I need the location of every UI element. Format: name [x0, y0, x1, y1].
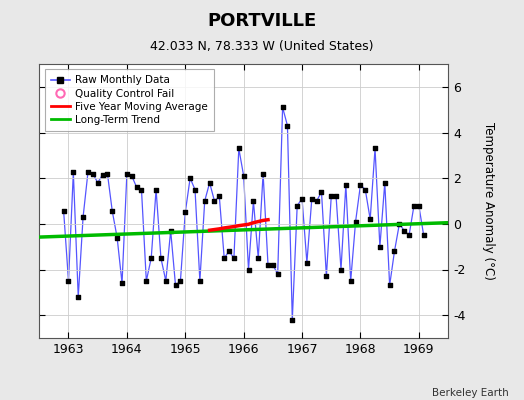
- Point: [84, 169, 92, 176]
- Point: [137, 186, 146, 193]
- Text: PORTVILLE: PORTVILLE: [208, 12, 316, 30]
- Point: [254, 255, 263, 261]
- Point: [308, 196, 316, 202]
- Point: [186, 175, 194, 181]
- Point: [142, 278, 150, 284]
- Point: [108, 208, 116, 214]
- Point: [171, 282, 180, 289]
- Point: [283, 122, 292, 129]
- Point: [113, 234, 122, 241]
- Point: [89, 170, 97, 177]
- Point: [79, 214, 88, 220]
- Point: [157, 255, 165, 261]
- Point: [376, 244, 384, 250]
- Point: [274, 271, 282, 277]
- Point: [346, 278, 355, 284]
- Point: [259, 170, 267, 177]
- Point: [249, 198, 258, 204]
- Point: [195, 278, 204, 284]
- Point: [127, 173, 136, 179]
- Point: [103, 170, 112, 177]
- Point: [191, 186, 199, 193]
- Point: [167, 228, 175, 234]
- Point: [278, 104, 287, 110]
- Point: [210, 198, 219, 204]
- Point: [414, 202, 423, 209]
- Point: [123, 170, 131, 177]
- Point: [269, 262, 277, 268]
- Point: [332, 193, 340, 200]
- Point: [59, 208, 68, 214]
- Point: [352, 218, 360, 225]
- Point: [395, 221, 403, 227]
- Point: [327, 193, 335, 200]
- Legend: Raw Monthly Data, Quality Control Fail, Five Year Moving Average, Long-Term Tren: Raw Monthly Data, Quality Control Fail, …: [45, 69, 214, 131]
- Point: [322, 273, 331, 280]
- Point: [337, 266, 345, 273]
- Point: [205, 180, 214, 186]
- Point: [405, 232, 413, 238]
- Point: [64, 278, 73, 284]
- Point: [288, 316, 297, 323]
- Point: [225, 248, 233, 254]
- Point: [400, 228, 408, 234]
- Point: [298, 196, 306, 202]
- Point: [69, 169, 78, 176]
- Point: [318, 189, 326, 195]
- Point: [93, 180, 102, 186]
- Y-axis label: Temperature Anomaly (°C): Temperature Anomaly (°C): [482, 122, 495, 280]
- Point: [420, 232, 428, 238]
- Point: [312, 198, 321, 204]
- Point: [361, 186, 369, 193]
- Point: [264, 262, 272, 268]
- Point: [293, 202, 301, 209]
- Point: [215, 193, 224, 200]
- Point: [118, 280, 126, 286]
- Point: [390, 248, 399, 254]
- Point: [366, 216, 374, 222]
- Point: [410, 202, 418, 209]
- Point: [235, 145, 243, 152]
- Point: [99, 172, 107, 178]
- Text: 42.033 N, 78.333 W (United States): 42.033 N, 78.333 W (United States): [150, 40, 374, 53]
- Point: [147, 255, 156, 261]
- Point: [386, 282, 394, 289]
- Point: [303, 260, 311, 266]
- Point: [239, 173, 248, 179]
- Point: [152, 186, 160, 193]
- Point: [201, 198, 209, 204]
- Point: [220, 255, 228, 261]
- Point: [342, 182, 350, 188]
- Point: [380, 180, 389, 186]
- Point: [133, 184, 141, 190]
- Point: [230, 255, 238, 261]
- Point: [181, 209, 190, 216]
- Point: [176, 278, 184, 284]
- Point: [371, 145, 379, 152]
- Point: [161, 278, 170, 284]
- Point: [356, 182, 365, 188]
- Point: [74, 294, 82, 300]
- Point: [244, 266, 253, 273]
- Text: Berkeley Earth: Berkeley Earth: [432, 388, 508, 398]
